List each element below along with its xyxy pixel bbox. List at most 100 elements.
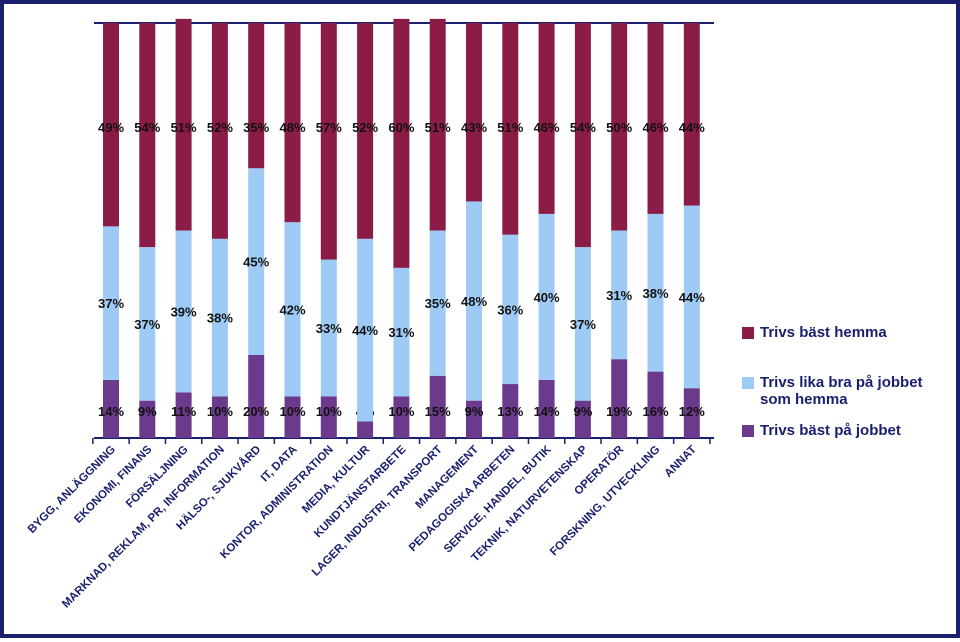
bar-segment xyxy=(248,355,265,438)
data-label: 36% xyxy=(497,302,523,317)
data-label: 54% xyxy=(570,120,596,135)
bar-segment xyxy=(611,359,628,438)
bar-segment xyxy=(611,230,628,360)
data-label: 39% xyxy=(171,304,197,319)
bar-segment xyxy=(357,23,374,239)
data-label: 52% xyxy=(352,120,378,135)
data-label: 14% xyxy=(534,404,560,419)
data-label: 16% xyxy=(642,404,668,419)
bar-segment xyxy=(393,267,410,397)
data-label: 33% xyxy=(316,321,342,336)
bar-segment xyxy=(683,23,700,206)
bar-segment xyxy=(647,213,664,372)
bar-segment xyxy=(139,400,156,438)
bar-segment xyxy=(647,23,664,214)
data-label: 51% xyxy=(497,120,523,135)
bar-segment xyxy=(284,396,301,438)
data-label: 20% xyxy=(243,404,269,419)
bar-segment xyxy=(611,23,628,231)
legend-label-best-home: Trivs bäst hemma xyxy=(760,324,887,341)
category-label: LAGER, INDUSTRI, TRANSPORT xyxy=(310,444,445,579)
data-label: 54% xyxy=(134,120,160,135)
bar-segment xyxy=(393,18,410,268)
data-label: 46% xyxy=(534,120,560,135)
data-label: 49% xyxy=(98,120,124,135)
data-label: 19% xyxy=(606,404,632,419)
data-label: 11% xyxy=(171,404,197,419)
data-label: 14% xyxy=(98,404,124,419)
bar-segment xyxy=(103,23,119,227)
data-label: 48% xyxy=(461,294,487,309)
bar-segment xyxy=(393,396,410,438)
bar-segment xyxy=(429,230,446,376)
bar-segment xyxy=(139,247,156,401)
bar-segment xyxy=(320,23,337,260)
bar-segment xyxy=(211,396,228,438)
bar-segment xyxy=(429,375,446,438)
bar-segment xyxy=(538,23,555,214)
bar-segment xyxy=(175,230,192,393)
bar-segment xyxy=(211,23,228,239)
bar-segment xyxy=(466,201,482,401)
legend-label-equal: Trivs lika bra på jobbet som hemma xyxy=(760,374,923,408)
data-label: 35% xyxy=(425,296,451,311)
data-label: 43% xyxy=(461,120,487,135)
data-label: 38% xyxy=(207,311,233,326)
bar-segment xyxy=(683,388,700,438)
stacked-bar-chart: 14%37%49%BYGG, ANLÄGGNING9%37%54%EKONOMI… xyxy=(25,18,714,611)
bar-segment xyxy=(538,379,555,438)
bar-segment xyxy=(538,213,555,380)
bar-segment xyxy=(175,18,192,231)
data-label: 37% xyxy=(98,296,124,311)
data-label: 10% xyxy=(388,404,414,419)
bar-segment xyxy=(284,23,301,223)
bar-segment xyxy=(429,18,446,231)
data-label: 50% xyxy=(606,120,632,135)
bar-segment xyxy=(466,23,482,202)
bar-segment xyxy=(466,400,482,438)
data-label: 13% xyxy=(497,404,523,419)
legend-swatch-best-work xyxy=(742,425,754,437)
data-label: 42% xyxy=(279,302,305,317)
data-label: 9% xyxy=(574,404,593,419)
bar-segment xyxy=(574,400,591,438)
bar-segment xyxy=(248,23,265,169)
bar-segment xyxy=(502,384,519,438)
data-label: 51% xyxy=(425,120,451,135)
bar-segment xyxy=(320,396,337,438)
data-label: 35% xyxy=(243,120,269,135)
bar-segment xyxy=(175,392,192,438)
legend-swatch-best-home xyxy=(742,327,754,339)
category-label: ANNAT xyxy=(663,444,699,480)
legend-label-best-work: Trivs bäst på jobbet xyxy=(760,422,901,439)
data-label: 31% xyxy=(606,288,632,303)
data-label: 31% xyxy=(388,325,414,340)
bar-segment xyxy=(683,205,700,389)
legend-swatch-equal xyxy=(742,377,754,389)
data-label: 45% xyxy=(243,255,269,270)
data-label: 44% xyxy=(679,290,705,305)
bar-segment xyxy=(248,168,265,355)
category-label: MEDIA, KULTUR xyxy=(300,443,373,516)
bar-segment xyxy=(357,421,374,438)
bar-segment xyxy=(502,23,519,235)
data-label: 44% xyxy=(352,323,378,338)
data-label: 15% xyxy=(425,404,451,419)
data-label: 51% xyxy=(171,120,197,135)
bar-segment xyxy=(320,259,337,397)
bar-segment xyxy=(647,371,664,438)
data-label: 10% xyxy=(207,404,233,419)
data-label: 57% xyxy=(316,120,342,135)
data-label: 40% xyxy=(534,290,560,305)
bar-segment xyxy=(139,23,156,248)
data-label: 10% xyxy=(316,404,342,419)
data-label: 37% xyxy=(134,317,160,332)
data-label: 9% xyxy=(465,404,484,419)
bar-segment xyxy=(502,234,519,385)
data-label: 46% xyxy=(642,120,668,135)
category-label: FÖRSÄLJNING xyxy=(123,443,191,511)
data-label: 9% xyxy=(138,404,157,419)
data-label: 60% xyxy=(388,120,414,135)
bar-segment xyxy=(574,23,591,248)
